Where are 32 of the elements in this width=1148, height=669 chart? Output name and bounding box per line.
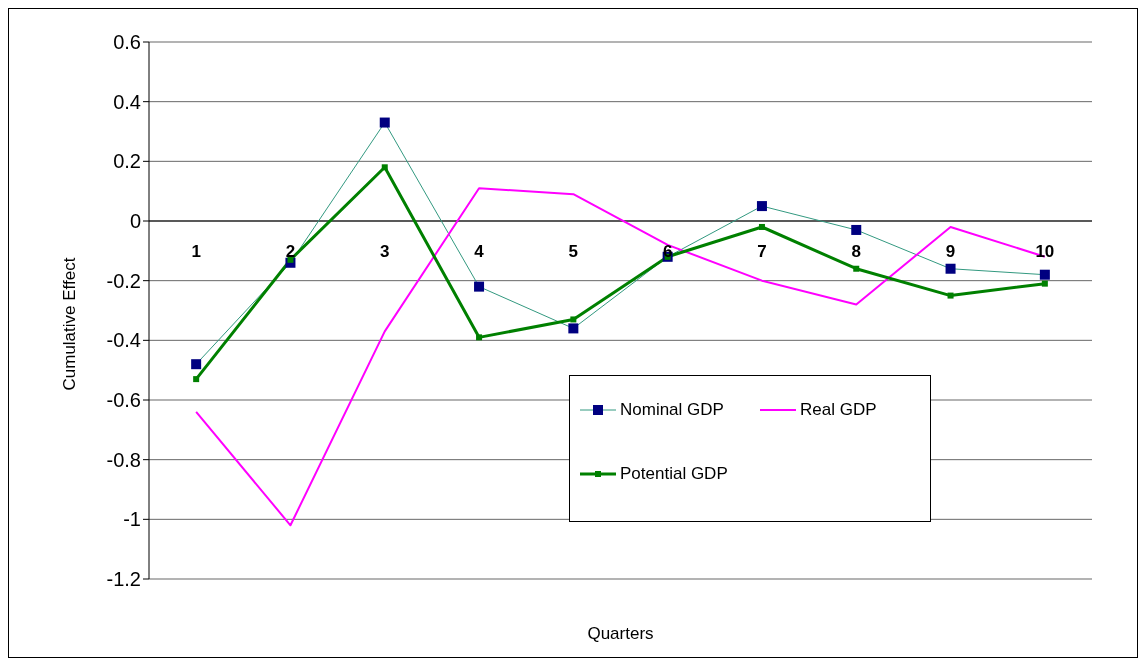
y-tick-label: -1.2 bbox=[106, 568, 141, 591]
y-tick-label: 0 bbox=[129, 210, 141, 233]
point bbox=[758, 223, 765, 230]
x-tick-label: 4 bbox=[474, 241, 485, 261]
point bbox=[1041, 280, 1048, 287]
point bbox=[476, 334, 483, 341]
point bbox=[193, 376, 200, 383]
legend-label: Real GDP bbox=[800, 400, 877, 420]
x-tick-label: 2 bbox=[285, 241, 296, 261]
x-tick-label: 9 bbox=[945, 241, 956, 261]
x-tick-label: 8 bbox=[851, 241, 861, 261]
x-tick-label: 5 bbox=[568, 241, 579, 261]
legend-label: Potential GDP bbox=[620, 464, 728, 484]
y-tick-label: -0.8 bbox=[106, 448, 141, 471]
point bbox=[381, 164, 388, 171]
point bbox=[947, 292, 954, 299]
x-tick-label: 7 bbox=[757, 241, 767, 261]
x-tick-label: 10 bbox=[1035, 241, 1055, 261]
point bbox=[570, 316, 577, 323]
y-tick-label: 0.6 bbox=[113, 31, 141, 54]
y-tick-label: -0.4 bbox=[106, 329, 141, 352]
x-axis-title: Quarters bbox=[587, 624, 654, 643]
x-tick-label: 3 bbox=[380, 241, 390, 261]
point bbox=[853, 265, 860, 272]
y-tick-label: 0.2 bbox=[113, 150, 141, 173]
y-tick-label: -1 bbox=[123, 508, 141, 531]
x-tick-label: 1 bbox=[191, 241, 201, 261]
y-tick-label: -0.2 bbox=[106, 269, 141, 292]
y-axis-title: Cumulative Effect bbox=[60, 257, 80, 391]
y-tick-label: 0.4 bbox=[113, 90, 141, 113]
y-tick-label: -0.6 bbox=[106, 389, 141, 412]
legend-label: Nominal GDP bbox=[620, 400, 724, 420]
